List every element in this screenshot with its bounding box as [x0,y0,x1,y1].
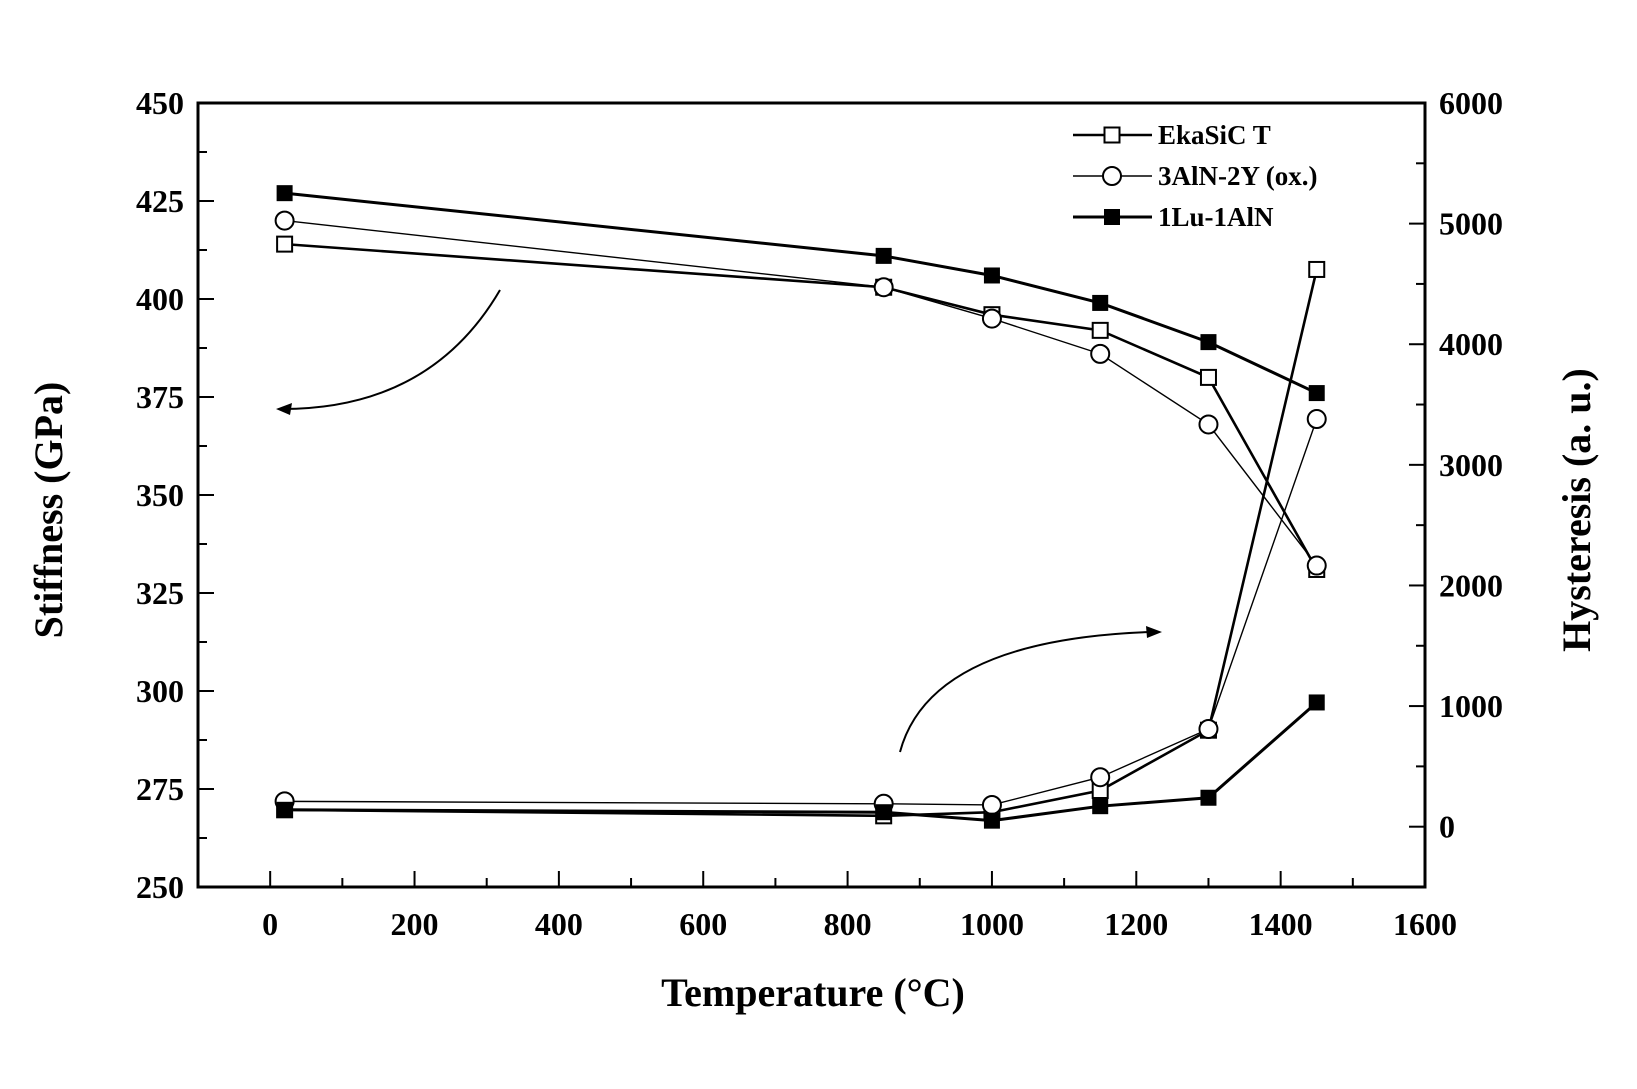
stiffness-arrowhead [276,403,292,415]
y-tick-label: 375 [136,379,184,415]
stiffness-point [276,185,293,202]
x-axis-title: Temperature (°C) [661,970,965,1015]
stiffness-point [983,267,1000,284]
stiffness-line [284,219,1318,566]
y-tick-label: 400 [136,281,184,317]
y-tick-label: 325 [136,575,184,611]
x-tick-label: 1200 [1104,906,1168,942]
stiffness-point [1308,385,1325,402]
x-tick-label: 1400 [1249,906,1313,942]
legend: EkaSiC T 3AlN-2Y (ox.) 1Lu-1AlN [1073,120,1317,232]
hysteresis-point [1306,409,1327,430]
stiffness-point [274,210,295,231]
stiffness-point [875,247,892,264]
x-tick-label: 1600 [1393,906,1457,942]
legend-marker [1102,166,1122,186]
series-2 [274,210,1327,815]
hysteresis-point [875,804,892,821]
hysteresis-point [276,801,293,818]
stiffness-point [1306,555,1327,576]
y-tick-label: 250 [136,869,184,905]
y-tick-label: 300 [136,673,184,709]
stiffness-point [981,308,1002,329]
hysteresis-point [1090,767,1111,788]
x-tick-label: 200 [391,906,439,942]
stiffness-point [1091,321,1109,339]
hysteresis-point [981,794,1002,815]
hysteresis-point [1308,260,1326,278]
hysteresis-arrowhead [1146,626,1162,638]
y2-tick-label: 4000 [1439,326,1503,362]
hysteresis-point [1198,718,1219,739]
plot-frame [196,101,1427,889]
y-tick-label: 450 [136,85,184,121]
y2-tick-label: 6000 [1439,85,1503,121]
x-tick-label: 400 [535,906,583,942]
axis-ticks: 0 200 400 600 800 1000 1200 1400 1600 250 275 300 32… [136,85,1503,942]
hysteresis-line [284,418,1318,806]
series-3 [276,185,1325,829]
y-tick-label: 350 [136,477,184,513]
hysteresis-line [284,269,1319,818]
stiffness-point [1092,294,1109,311]
stiffness-point [1199,368,1217,386]
x-tick-label: 0 [262,906,278,942]
hysteresis-line [284,701,1318,823]
y2-axis-title: Hysteresis (a. u.) [1554,368,1599,652]
hysteresis-point [1092,798,1109,815]
hysteresis-point [983,812,1000,829]
stiffness-point [1198,414,1219,435]
x-tick-label: 800 [824,906,872,942]
legend-label: 1Lu-1AlN [1158,202,1274,232]
y-tick-label: 275 [136,771,184,807]
stiffness-arrow [279,289,501,411]
hysteresis-arrow [899,631,1151,753]
stiffness-line [284,242,1318,571]
y-axis-title: Stiffness (GPa) [26,382,71,639]
legend-marker [1103,126,1121,144]
y2-tick-label: 2000 [1439,567,1503,603]
x-tick-label: 1000 [960,906,1024,942]
hysteresis-point [1200,789,1217,806]
stiffness-point [1200,334,1217,351]
series-layer [274,185,1327,829]
legend-label: 3AlN-2Y (ox.) [1158,161,1317,191]
y2-tick-label: 5000 [1439,206,1503,242]
stiffness-line [284,191,1318,395]
y2-tick-label: 1000 [1439,688,1503,724]
y2-tick-label: 0 [1439,809,1455,845]
stiffness-point [1090,343,1111,364]
stiffness-point [276,235,294,253]
y2-tick-label: 3000 [1439,447,1503,483]
legend-label: EkaSiC T [1158,120,1271,150]
y-tick-label: 425 [136,183,184,219]
legend-marker [1104,209,1120,225]
x-tick-label: 600 [679,906,727,942]
series-1 [276,235,1326,825]
hysteresis-point [1308,694,1325,711]
stiffness-point [873,277,894,298]
